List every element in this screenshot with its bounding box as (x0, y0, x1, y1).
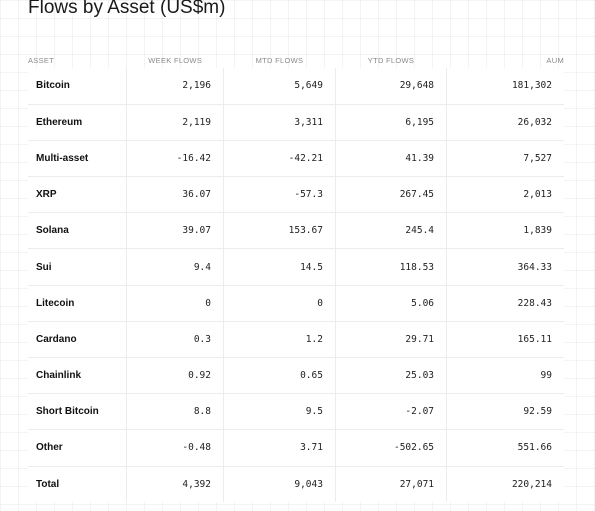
asset-cell: Ethereum (28, 103, 128, 141)
aum-cell: 99 (446, 356, 564, 394)
aum-cell: 551.66 (446, 429, 564, 467)
week-flows-cell: 2,119 (126, 103, 224, 141)
flows-table: ASSET WEEK FLOWS MTD FLOWS YTD FLOWS AUM… (28, 52, 564, 503)
week-flows-cell: 8.8 (126, 393, 224, 430)
mtd-flows-cell: 3,311 (223, 103, 336, 141)
asset-cell: Multi-asset (28, 139, 128, 177)
asset-cell: Chainlink (28, 356, 128, 394)
table-row: Litecoin 0 0 5.06 228.43 (28, 284, 564, 322)
week-flows-cell: 36.07 (126, 176, 224, 213)
ytd-flows-cell: 267.45 (335, 176, 448, 213)
ytd-flows-cell: 5.06 (335, 284, 448, 322)
aum-cell: 165.11 (446, 320, 564, 358)
ytd-flows-cell: 245.4 (335, 212, 448, 249)
asset-cell: Cardano (28, 320, 128, 358)
table-row: Chainlink 0.92 0.65 25.03 99 (28, 356, 564, 394)
ytd-flows-cell: 29.71 (335, 320, 448, 358)
aum-cell: 92.59 (446, 393, 564, 430)
mtd-flows-cell: -57.3 (223, 176, 336, 213)
mtd-flows-cell: 3.71 (223, 429, 336, 467)
column-header-week-flows: WEEK FLOWS (148, 55, 203, 65)
asset-cell: Solana (28, 212, 128, 249)
asset-cell: Sui (28, 248, 128, 286)
mtd-flows-cell: 1.2 (223, 320, 336, 358)
week-flows-cell: 0 (126, 284, 224, 322)
ytd-flows-cell: -2.07 (335, 393, 448, 430)
aum-cell: 26,032 (446, 103, 564, 141)
asset-cell: Litecoin (28, 284, 128, 322)
ytd-flows-cell: 25.03 (335, 356, 448, 394)
table-row: Multi-asset -16.42 -42.21 41.39 7,527 (28, 139, 564, 177)
ytd-flows-cell: -502.65 (335, 429, 448, 467)
mtd-flows-cell: 5,649 (223, 68, 336, 105)
aum-cell: 220,214 (446, 465, 564, 503)
ytd-flows-cell: 41.39 (335, 139, 448, 177)
table-header-row: ASSET WEEK FLOWS MTD FLOWS YTD FLOWS AUM (28, 52, 564, 68)
week-flows-cell: 4,392 (126, 465, 224, 503)
table-row: Sui 9.4 14.5 118.53 364.33 (28, 248, 564, 286)
week-flows-cell: -0.48 (126, 429, 224, 467)
mtd-flows-cell: -42.21 (223, 139, 336, 177)
table-row: Ethereum 2,119 3,311 6,195 26,032 (28, 103, 564, 141)
table-row: Bitcoin 2,196 5,649 29,648 181,302 (28, 68, 564, 105)
week-flows-cell: 0.92 (126, 356, 224, 394)
mtd-flows-cell: 0.65 (223, 356, 336, 394)
asset-cell: Total (28, 465, 128, 503)
column-header-asset: ASSET (28, 55, 55, 65)
mtd-flows-cell: 9.5 (223, 393, 336, 430)
table-row: Cardano 0.3 1.2 29.71 165.11 (28, 320, 564, 358)
column-header-aum: AUM (546, 55, 564, 65)
aum-cell: 181,302 (446, 68, 564, 105)
asset-cell: Bitcoin (28, 68, 128, 105)
week-flows-cell: 39.07 (126, 212, 224, 249)
aum-cell: 7,527 (446, 139, 564, 177)
asset-cell: XRP (28, 176, 128, 213)
table-row: XRP 36.07 -57.3 267.45 2,013 (28, 176, 564, 213)
mtd-flows-cell: 9,043 (223, 465, 336, 503)
aum-cell: 228.43 (446, 284, 564, 322)
week-flows-cell: -16.42 (126, 139, 224, 177)
ytd-flows-cell: 118.53 (335, 248, 448, 286)
week-flows-cell: 0.3 (126, 320, 224, 358)
asset-cell: Other (28, 429, 128, 467)
ytd-flows-cell: 6,195 (335, 103, 448, 141)
aum-cell: 2,013 (446, 176, 564, 213)
mtd-flows-cell: 14.5 (223, 248, 336, 286)
ytd-flows-cell: 29,648 (335, 68, 448, 105)
column-header-mtd-flows: MTD FLOWS (255, 55, 304, 65)
mtd-flows-cell: 0 (223, 284, 336, 322)
asset-cell: Short Bitcoin (28, 393, 128, 430)
mtd-flows-cell: 153.67 (223, 212, 336, 249)
ytd-flows-cell: 27,071 (335, 465, 448, 503)
table-row: Other -0.48 3.71 -502.65 551.66 (28, 429, 564, 467)
week-flows-cell: 9.4 (126, 248, 224, 286)
table-row: Short Bitcoin 8.8 9.5 -2.07 92.59 (28, 393, 564, 430)
week-flows-cell: 2,196 (126, 68, 224, 105)
column-header-ytd-flows: YTD FLOWS (367, 55, 415, 65)
aum-cell: 364.33 (446, 248, 564, 286)
table-row: Solana 39.07 153.67 245.4 1,839 (28, 212, 564, 249)
table-row: Total 4,392 9,043 27,071 220,214 (28, 465, 564, 503)
page-title: Flows by Asset (US$m) (28, 0, 226, 18)
aum-cell: 1,839 (446, 212, 564, 249)
